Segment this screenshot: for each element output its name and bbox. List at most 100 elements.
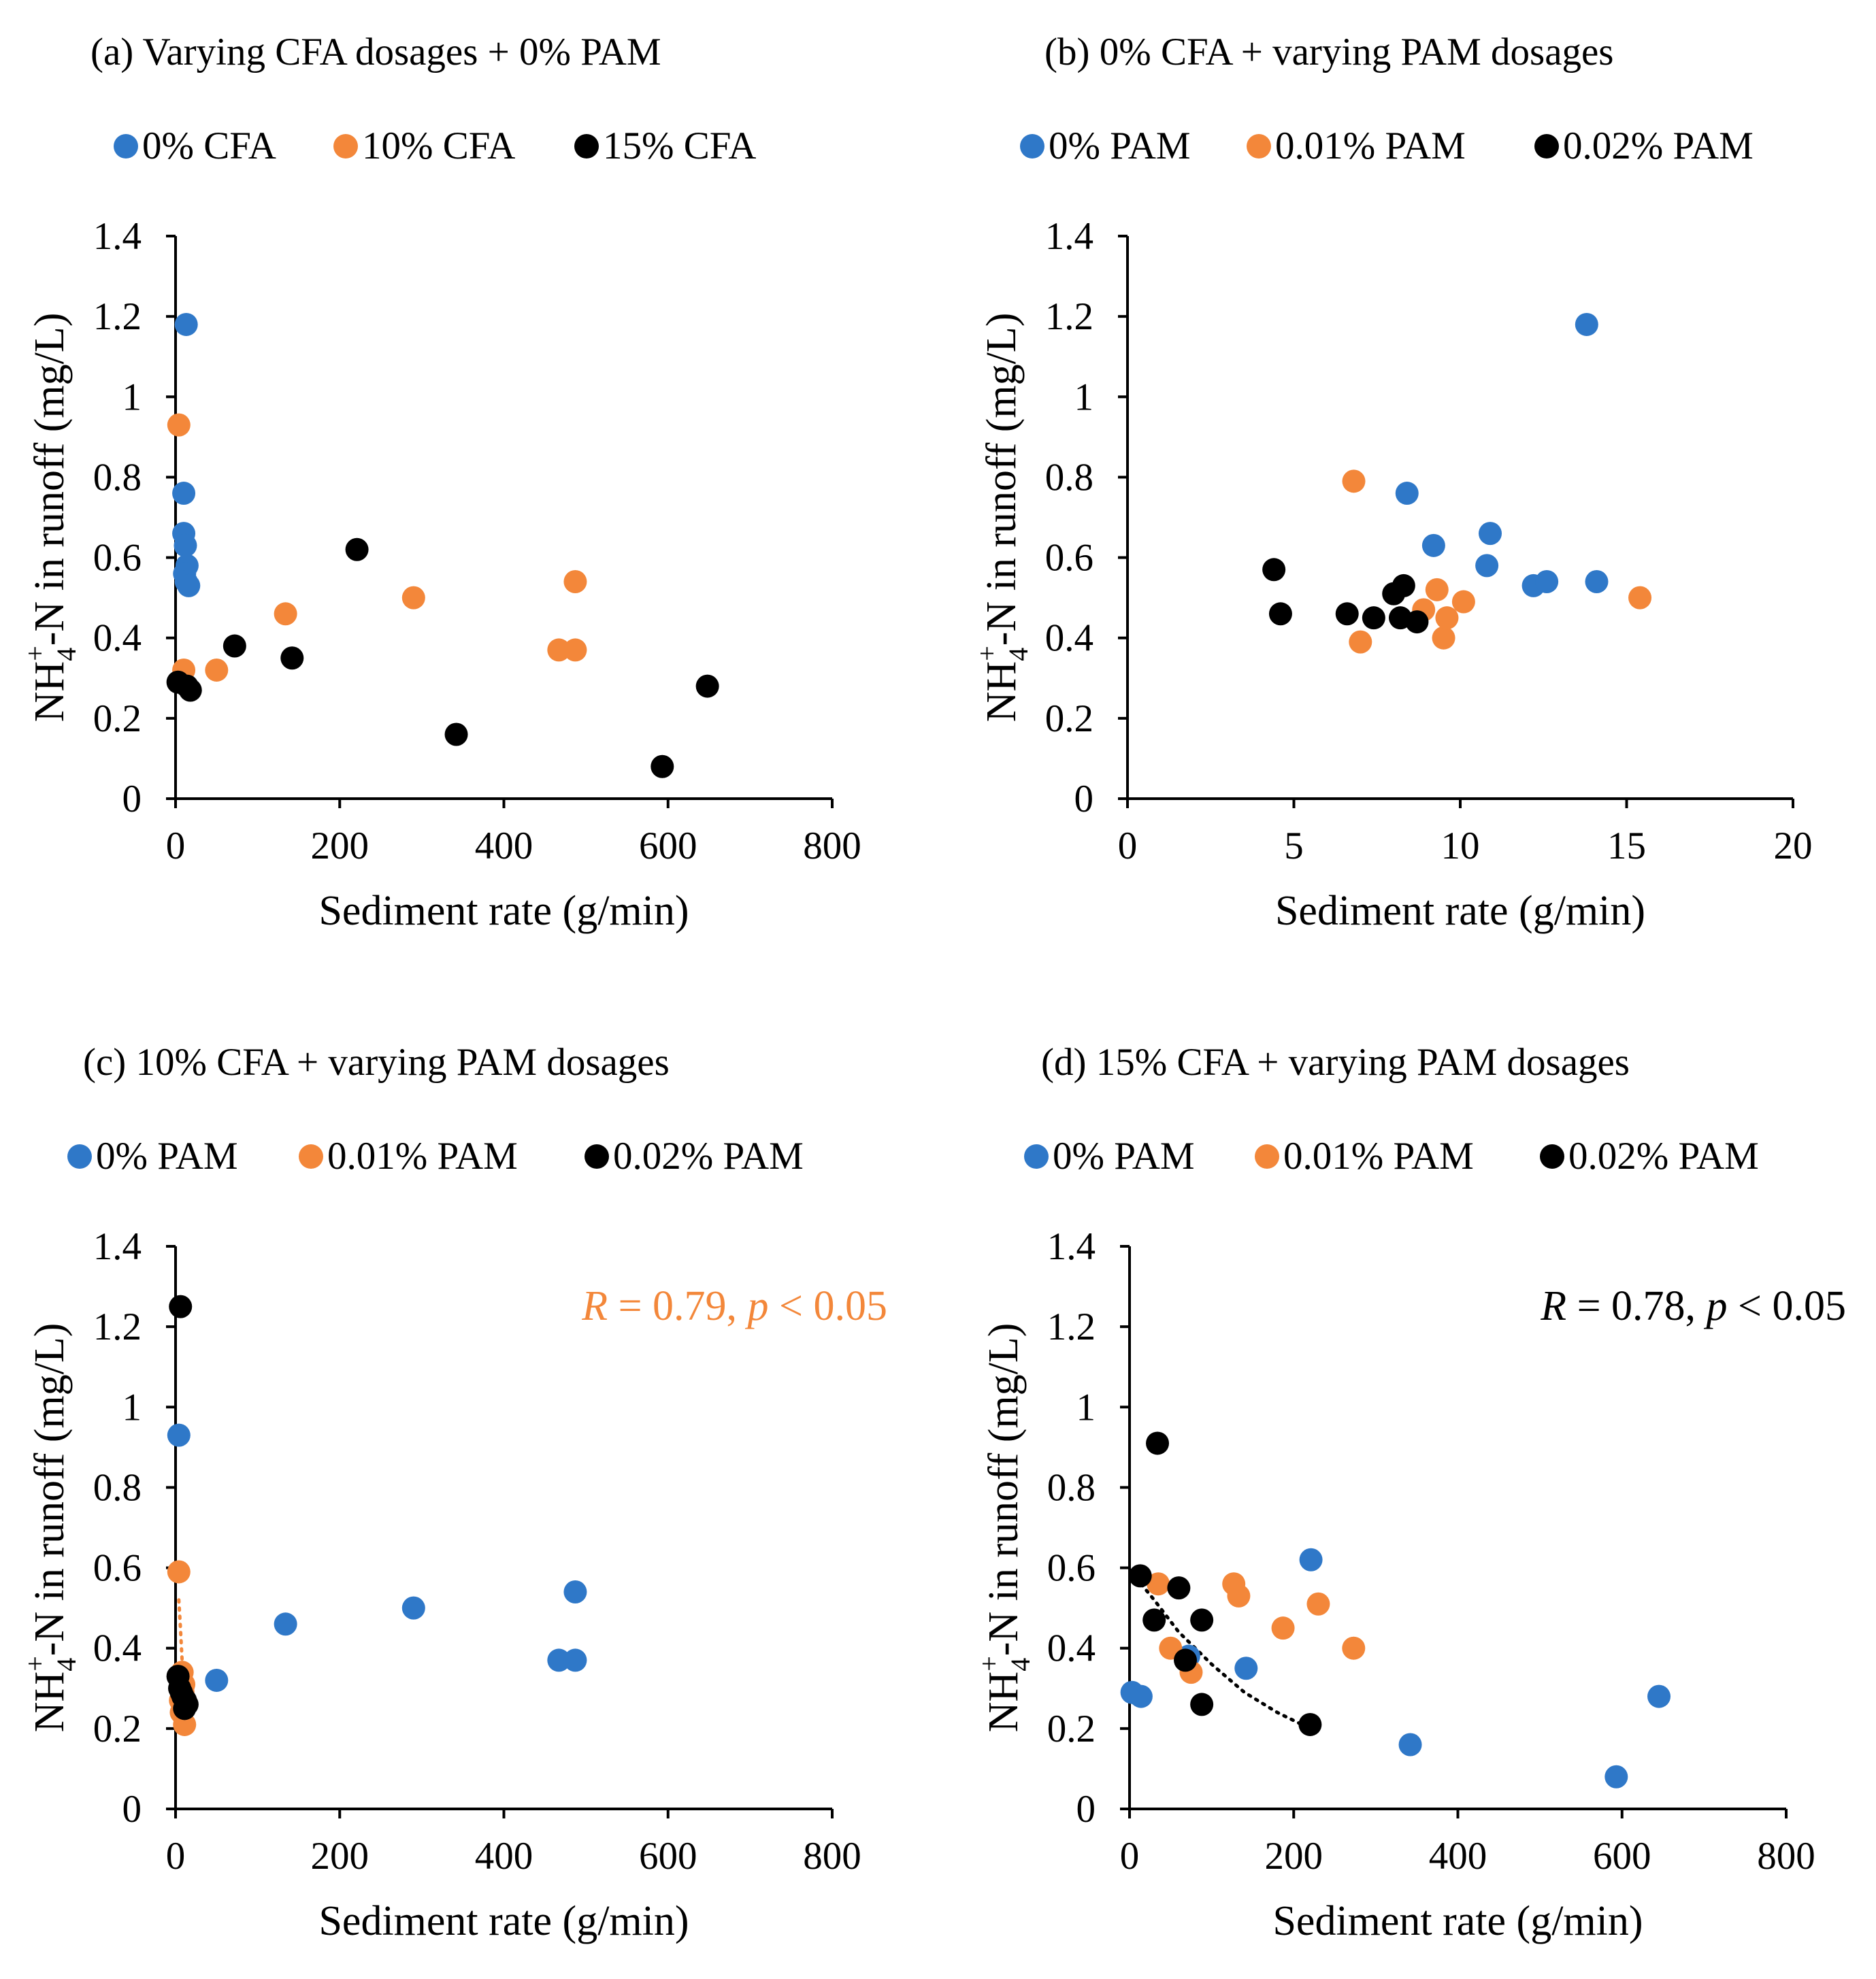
legend-item: 0.01% PAM bbox=[1247, 124, 1466, 167]
data-point bbox=[695, 674, 719, 698]
data-point bbox=[563, 1580, 587, 1604]
y-tick-label: 0.4 bbox=[1045, 617, 1093, 660]
chart-title: (b) 0% CFA + varying PAM dosages bbox=[1044, 31, 1614, 73]
data-point bbox=[1647, 1684, 1671, 1708]
data-point bbox=[1398, 1733, 1422, 1757]
y-label-main: NH bbox=[978, 661, 1025, 722]
y-label-subscript: 4 bbox=[1005, 1658, 1036, 1672]
legend-item: 0.02% PAM bbox=[585, 1135, 804, 1178]
y-tick-label: 0.4 bbox=[93, 1627, 142, 1670]
data-point bbox=[563, 1648, 587, 1672]
data-point bbox=[274, 602, 297, 626]
data-point bbox=[563, 638, 587, 662]
data-point bbox=[1262, 558, 1286, 582]
data-point bbox=[1628, 586, 1652, 610]
legend-marker bbox=[333, 134, 358, 159]
legend-label: 0% PAM bbox=[96, 1135, 238, 1178]
x-axis-label: Sediment rate (g/min) bbox=[1275, 888, 1645, 934]
data-point bbox=[205, 658, 229, 682]
x-tick-label: 400 bbox=[475, 1835, 533, 1878]
data-point bbox=[1190, 1693, 1214, 1716]
x-tick-label: 15 bbox=[1607, 825, 1646, 867]
annotation-part: = 0.78, bbox=[1566, 1283, 1706, 1329]
legend-item: 0% PAM bbox=[1020, 124, 1191, 167]
legend-label: 15% CFA bbox=[603, 124, 756, 167]
y-label-subscript: 4 bbox=[1003, 648, 1034, 661]
trendline bbox=[1134, 1576, 1312, 1731]
legend-marker bbox=[299, 1144, 323, 1169]
annotation-part: p bbox=[1704, 1283, 1728, 1329]
data-point bbox=[174, 312, 198, 336]
annotation-part: R bbox=[581, 1283, 608, 1329]
data-point bbox=[1451, 590, 1475, 614]
y-tick-label: 0.8 bbox=[1047, 1466, 1096, 1509]
data-point bbox=[1432, 626, 1455, 650]
x-tick-label: 800 bbox=[803, 1835, 861, 1878]
data-point bbox=[280, 646, 304, 670]
y-tick-label: 1.2 bbox=[93, 1306, 142, 1348]
legend-marker bbox=[1540, 1144, 1564, 1169]
legend-item: 0.01% PAM bbox=[299, 1135, 518, 1178]
data-point bbox=[223, 634, 246, 658]
legend: 0% PAM 0.01% PAM 0.02% PAM bbox=[67, 1135, 804, 1178]
data-point bbox=[1299, 1548, 1323, 1571]
data-point bbox=[345, 537, 369, 561]
legend-label: 0% PAM bbox=[1053, 1135, 1195, 1178]
series-0-01-pam bbox=[1147, 1572, 1366, 1684]
y-label-main: NH bbox=[27, 1672, 73, 1733]
x-tick-label: 0 bbox=[1120, 1835, 1140, 1878]
series-0-02-pam bbox=[166, 1295, 199, 1720]
legend-marker bbox=[1020, 134, 1044, 159]
legend-marker bbox=[1024, 1144, 1049, 1169]
x-tick-label: 800 bbox=[1757, 1835, 1815, 1878]
legend-label: 0.01% PAM bbox=[1283, 1135, 1474, 1178]
y-label-main: NH bbox=[981, 1672, 1027, 1733]
y-label-subscript: 4 bbox=[51, 648, 82, 661]
y-tick-label: 1.2 bbox=[93, 295, 142, 338]
x-tick-label: 0 bbox=[166, 1835, 186, 1878]
data-point bbox=[173, 1697, 197, 1720]
y-label-rest: -N in runoff (mg/L) bbox=[27, 1323, 73, 1657]
stat-annotation: R = 0.78, p < 0.05 bbox=[1540, 1283, 1846, 1329]
y-label-rest: -N in runoff (mg/L) bbox=[978, 313, 1025, 646]
x-tick-label: 800 bbox=[803, 825, 861, 867]
y-label-superscript: + bbox=[20, 1656, 50, 1672]
annotation-part: p bbox=[745, 1283, 769, 1329]
annotation-part: R bbox=[1540, 1283, 1566, 1329]
data-point bbox=[1342, 1636, 1366, 1660]
chart-title: (c) 10% CFA + varying PAM dosages bbox=[83, 1041, 670, 1084]
y-tick-label: 0 bbox=[1076, 1788, 1096, 1831]
legend-item: 0.02% PAM bbox=[1534, 124, 1754, 167]
data-point bbox=[173, 1712, 197, 1736]
data-point bbox=[1342, 469, 1366, 493]
x-tick-label: 20 bbox=[1774, 825, 1813, 867]
data-point bbox=[1271, 1616, 1295, 1640]
series-10-cfa bbox=[167, 413, 587, 682]
data-point bbox=[1535, 570, 1559, 594]
y-label-rest: -N in runoff (mg/L) bbox=[981, 1323, 1027, 1657]
y-tick-label: 0.8 bbox=[93, 456, 142, 499]
x-axis-label: Sediment rate (g/min) bbox=[318, 1898, 689, 1944]
y-tick-label: 1.4 bbox=[93, 1225, 142, 1268]
x-tick-label: 5 bbox=[1284, 825, 1304, 867]
y-tick-label: 1.2 bbox=[1045, 295, 1093, 338]
y-tick-label: 0.6 bbox=[93, 537, 142, 580]
panel-d: (d) 15% CFA + varying PAM dosages 0% PAM 0… bbox=[974, 1041, 1846, 1944]
stat-annotation: R = 0.79, p < 0.05 bbox=[581, 1283, 887, 1329]
legend-marker bbox=[1247, 134, 1271, 159]
data-point bbox=[1585, 570, 1609, 594]
data-point bbox=[401, 1596, 425, 1620]
x-tick-label: 600 bbox=[639, 1835, 697, 1878]
legend-item: 15% CFA bbox=[574, 124, 756, 167]
y-label-superscript: + bbox=[20, 646, 50, 661]
chart-title: (d) 15% CFA + varying PAM dosages bbox=[1041, 1041, 1630, 1084]
y-tick-label: 1 bbox=[122, 1386, 142, 1429]
y-tick-label: 0 bbox=[1074, 778, 1094, 820]
data-point bbox=[1475, 554, 1499, 578]
y-tick-label: 0.6 bbox=[1047, 1547, 1096, 1590]
legend-marker bbox=[574, 134, 599, 159]
annotation-part: = 0.79, bbox=[608, 1283, 747, 1329]
data-point bbox=[167, 1560, 191, 1584]
legend: 0% PAM 0.01% PAM 0.02% PAM bbox=[1024, 1135, 1759, 1178]
x-tick-label: 400 bbox=[475, 825, 533, 867]
